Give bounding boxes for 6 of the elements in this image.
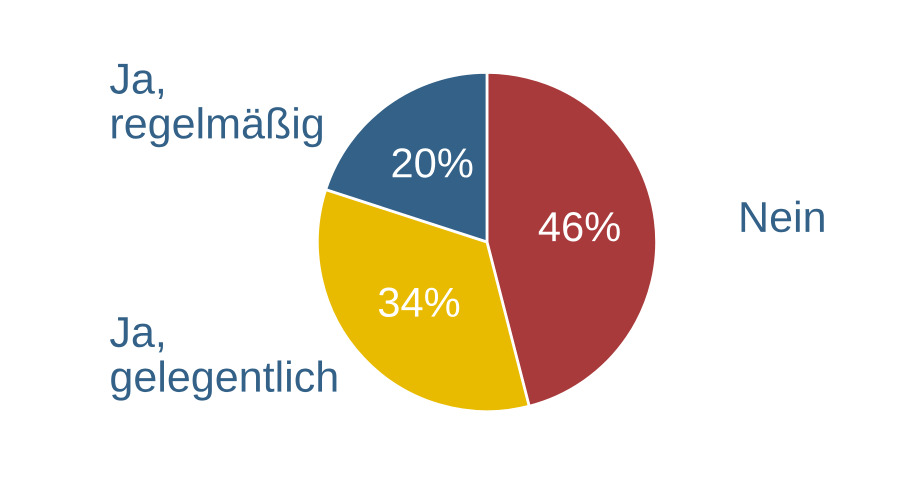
- slice-label: Nein: [742, 200, 824, 232]
- slice-label: Ja, gelegentlich: [110, 317, 336, 401]
- data-label: 46%: [538, 212, 620, 242]
- data-label: 20%: [392, 148, 472, 178]
- slice-label: Ja, regelmäßig: [110, 64, 322, 148]
- data-label: 34%: [378, 288, 460, 318]
